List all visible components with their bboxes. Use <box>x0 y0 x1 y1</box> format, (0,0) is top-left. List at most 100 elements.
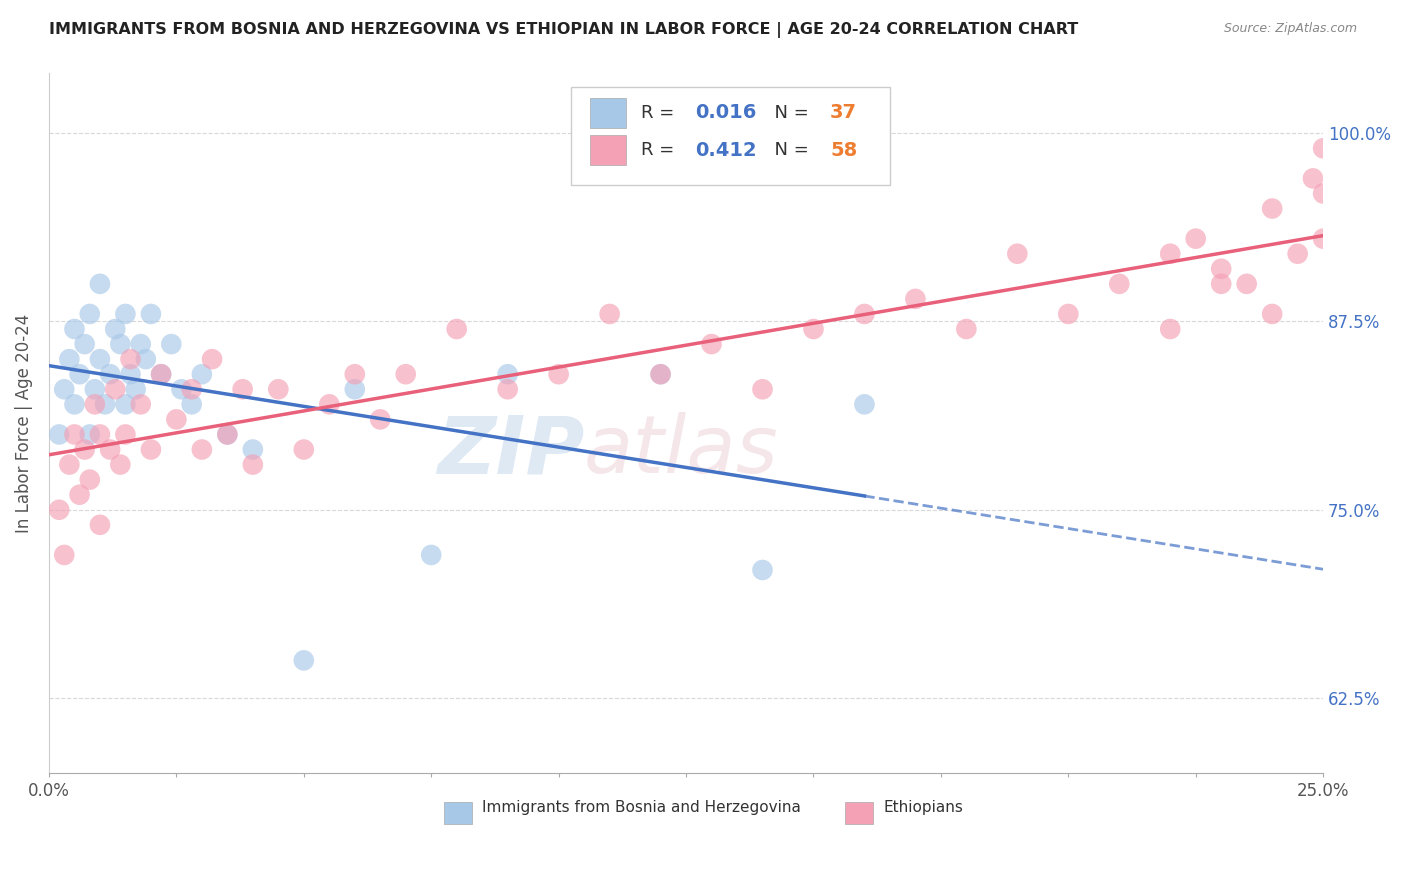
Point <box>165 412 187 426</box>
Point <box>48 502 70 516</box>
Point <box>292 442 315 457</box>
FancyBboxPatch shape <box>571 87 890 185</box>
FancyBboxPatch shape <box>591 98 626 128</box>
Point <box>129 397 152 411</box>
Point <box>446 322 468 336</box>
Point <box>1007 246 1029 260</box>
Point <box>83 397 105 411</box>
Text: Source: ZipAtlas.com: Source: ZipAtlas.com <box>1223 22 1357 36</box>
Point <box>217 427 239 442</box>
Point <box>292 653 315 667</box>
Point <box>1159 246 1181 260</box>
Point <box>98 442 121 457</box>
Point <box>853 307 876 321</box>
Point <box>955 322 977 336</box>
Point <box>83 382 105 396</box>
Point <box>650 368 672 382</box>
Y-axis label: In Labor Force | Age 20-24: In Labor Force | Age 20-24 <box>15 313 32 533</box>
Point <box>343 382 366 396</box>
Point <box>120 352 142 367</box>
Text: R =: R = <box>641 141 681 159</box>
Text: ZIP: ZIP <box>437 412 583 491</box>
Point <box>120 368 142 382</box>
Text: R =: R = <box>641 103 681 122</box>
Point <box>232 382 254 396</box>
Point <box>53 548 76 562</box>
Point <box>242 458 264 472</box>
Point <box>547 368 569 382</box>
Text: 0.016: 0.016 <box>695 103 756 122</box>
Text: 58: 58 <box>830 141 858 160</box>
Point <box>139 442 162 457</box>
Text: N =: N = <box>762 141 814 159</box>
Point <box>79 473 101 487</box>
Point <box>1211 277 1233 291</box>
Point <box>267 382 290 396</box>
Point <box>1312 141 1334 155</box>
Point <box>110 337 132 351</box>
Point <box>129 337 152 351</box>
Point <box>180 382 202 396</box>
Point <box>104 322 127 336</box>
Point <box>94 397 117 411</box>
Point <box>69 368 91 382</box>
Point <box>63 427 86 442</box>
Point <box>89 517 111 532</box>
Point <box>79 427 101 442</box>
Point <box>1057 307 1080 321</box>
FancyBboxPatch shape <box>444 802 472 824</box>
Point <box>124 382 146 396</box>
Point <box>170 382 193 396</box>
Point <box>496 368 519 382</box>
Point <box>201 352 224 367</box>
Point <box>58 352 80 367</box>
Text: atlas: atlas <box>583 412 779 491</box>
Point <box>89 352 111 367</box>
Point <box>599 307 621 321</box>
Point <box>368 412 391 426</box>
Point <box>1159 322 1181 336</box>
FancyBboxPatch shape <box>591 136 626 165</box>
Point <box>160 337 183 351</box>
FancyBboxPatch shape <box>845 802 873 824</box>
Point <box>63 397 86 411</box>
Point <box>73 442 96 457</box>
Text: N =: N = <box>762 103 814 122</box>
Point <box>104 382 127 396</box>
Point <box>150 368 173 382</box>
Point <box>751 563 773 577</box>
Text: 37: 37 <box>830 103 858 122</box>
Point <box>853 397 876 411</box>
Point <box>98 368 121 382</box>
Point <box>1312 232 1334 246</box>
Point <box>53 382 76 396</box>
Text: Ethiopians: Ethiopians <box>883 800 963 815</box>
Text: Immigrants from Bosnia and Herzegovina: Immigrants from Bosnia and Herzegovina <box>482 800 801 815</box>
Point <box>650 368 672 382</box>
Point <box>395 368 418 382</box>
Point <box>1286 246 1309 260</box>
Point <box>1108 277 1130 291</box>
Point <box>904 292 927 306</box>
Point <box>135 352 157 367</box>
Point <box>191 442 214 457</box>
Point <box>63 322 86 336</box>
Point <box>496 382 519 396</box>
Point <box>420 548 443 562</box>
Point <box>139 307 162 321</box>
Point <box>89 427 111 442</box>
Point <box>48 427 70 442</box>
Point <box>1261 307 1284 321</box>
Point <box>114 307 136 321</box>
Point <box>1312 186 1334 201</box>
Point <box>114 397 136 411</box>
Point <box>191 368 214 382</box>
Point <box>1211 261 1233 276</box>
Point <box>110 458 132 472</box>
Point <box>751 382 773 396</box>
Point <box>1302 171 1324 186</box>
Point <box>1184 232 1206 246</box>
Point <box>58 458 80 472</box>
Point <box>700 337 723 351</box>
Point <box>1236 277 1258 291</box>
